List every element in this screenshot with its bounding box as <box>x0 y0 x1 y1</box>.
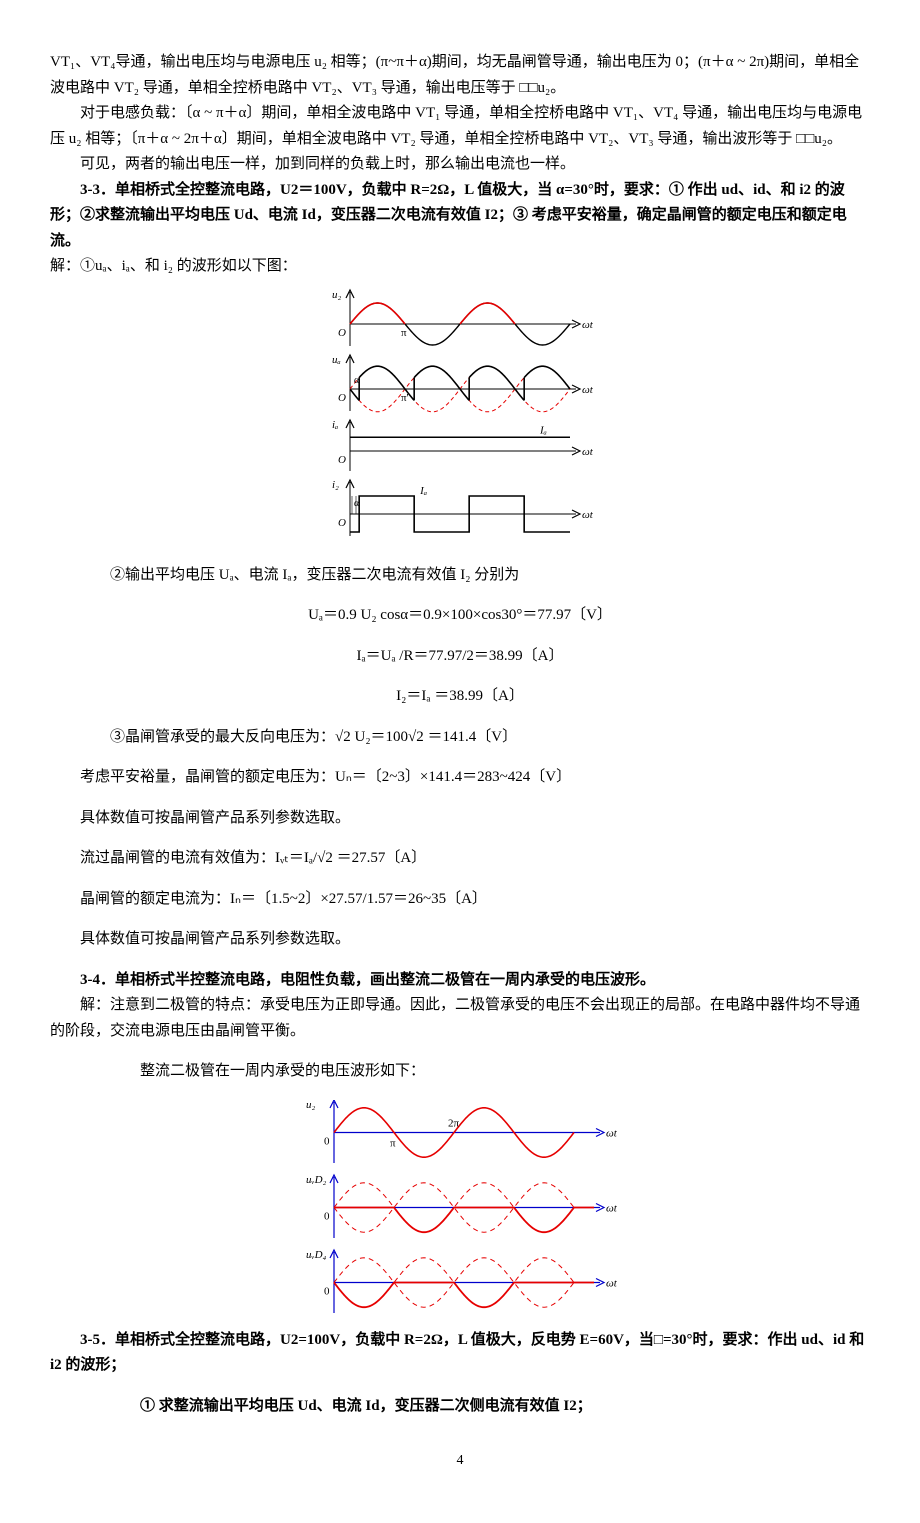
answer-3-3-8: 具体数值可按晶闸管产品系列参数选取。 <box>50 927 870 953</box>
svg-text:0: 0 <box>324 1135 330 1147</box>
svg-text:π': π' <box>401 392 409 404</box>
question-3-3: 3-3．单相桥式全控整流电路，U2＝100V，负载中 R=2Ω，L 值极大，当 … <box>50 178 870 255</box>
question-3-5-1: ① 求整流输出平均电压 Ud、电流 Id，变压器二次侧电流有效值 I2； <box>50 1394 870 1420</box>
svg-text:uᵥD₄: uᵥD₄ <box>306 1249 327 1261</box>
svg-text:Iₐ: Iₐ <box>539 424 547 436</box>
answer-3-3-3: ③晶闸管承受的最大反向电压为：√2 U₂＝100√2 ＝141.4〔V〕 <box>50 725 870 751</box>
answer-3-3-7: 晶闸管的额定电流为：Iₙ＝〔1.5~2〕×27.57/1.57＝26~35〔A〕 <box>50 887 870 913</box>
answer-3-3-6: 流过晶闸管的电流有效值为：Iᵥₜ＝Iₐ/√2 ＝27.57〔A〕 <box>50 846 870 872</box>
svg-text:ωt: ωt <box>582 319 594 331</box>
svg-text:u₂: u₂ <box>332 289 342 301</box>
svg-text:ωt: ωt <box>606 1202 618 1214</box>
svg-text:O: O <box>338 392 346 404</box>
page-number: 4 <box>50 1449 870 1473</box>
svg-text:ωt: ωt <box>582 446 594 458</box>
equation-2: Iₐ＝Uₐ /R＝77.97/2＝38.99〔A〕 <box>50 644 870 670</box>
svg-text:uₐ: uₐ <box>332 354 341 366</box>
svg-text:iₐ: iₐ <box>332 419 338 431</box>
svg-text:u₂: u₂ <box>306 1100 316 1111</box>
waveform-diagram-2: u₂ 0 ωt π 2π uᵥD₂ 0 ωt uᵥD₄ 0 ωt <box>300 1100 620 1320</box>
svg-text:ωt: ωt <box>606 1127 618 1139</box>
equation-1: Uₐ＝0.9 U₂ cosα＝0.9×100×cos30°＝77.97〔V〕 <box>50 603 870 629</box>
svg-text:O: O <box>338 517 346 529</box>
question-3-5: 3-5．单相桥式全控整流电路，U2=100V，负载中 R=2Ω，L 值极大，反电… <box>50 1328 870 1379</box>
svg-text:O: O <box>338 454 346 466</box>
question-3-4: 3-4．单相桥式半控整流电路，电阻性负载，画出整流二极管在一周内承受的电压波形。 <box>50 968 870 994</box>
answer-3-4-1: 解：注意到二极管的特点：承受电压为正即导通。因此，二极管承受的电压不会出现正的局… <box>50 993 870 1044</box>
svg-text:2π: 2π <box>448 1117 460 1129</box>
svg-text:π: π <box>401 327 407 339</box>
paragraph-2: 对于电感负载：〔α ~ π＋α〕期间，单相全波电路中 VT₁ 导通，单相全控桥电… <box>50 101 870 152</box>
svg-text:uᵥD₂: uᵥD₂ <box>306 1174 327 1186</box>
svg-text:0: 0 <box>324 1210 330 1222</box>
paragraph-3: 可见，两者的输出电压一样，加到同样的负载上时，那么输出电流也一样。 <box>50 152 870 178</box>
svg-text:π: π <box>390 1137 396 1149</box>
svg-text:O: O <box>338 327 346 339</box>
svg-text:ωt: ωt <box>582 384 594 396</box>
answer-3-3-1: 解：①uₐ、iₐ、和 i₂ 的波形如以下图： <box>50 254 870 280</box>
waveform-diagram-1: u₂ Oωt π uₐ Oωt α π' iₐ Oωt Iₐ i₂ Oωt Iₐ α <box>320 288 600 548</box>
answer-3-3-2: ②输出平均电压 Uₐ、电流 Iₐ，变压器二次电流有效值 I₂ 分别为 <box>50 563 870 589</box>
svg-text:0: 0 <box>324 1285 330 1297</box>
answer-3-3-4: 考虑平安裕量，晶闸管的额定电压为：Uₙ＝〔2~3〕×141.4＝283~424〔… <box>50 765 870 791</box>
svg-text:Iₐ: Iₐ <box>419 485 427 497</box>
answer-3-4-2: 整流二极管在一周内承受的电压波形如下： <box>50 1059 870 1085</box>
svg-text:α: α <box>354 375 360 386</box>
svg-text:ωt: ωt <box>606 1277 618 1289</box>
paragraph-1: VT₁、VT₄导通，输出电压均与电源电压 u₂ 相等；(π~π＋α)期间，均无晶… <box>50 50 870 101</box>
equation-3: I₂＝Iₐ ＝38.99〔A〕 <box>50 684 870 710</box>
svg-text:α: α <box>354 498 360 509</box>
answer-3-3-5: 具体数值可按晶闸管产品系列参数选取。 <box>50 806 870 832</box>
svg-text:i₂: i₂ <box>332 479 339 491</box>
svg-text:ωt: ωt <box>582 509 594 521</box>
